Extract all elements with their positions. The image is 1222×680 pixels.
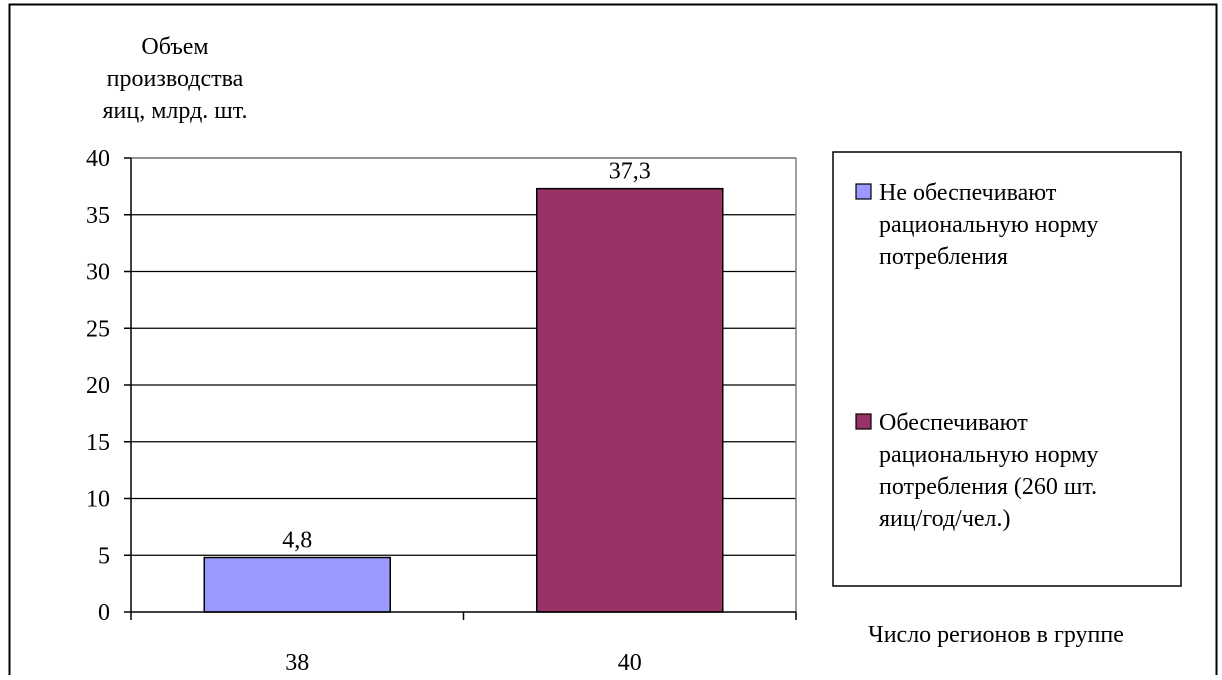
y-axis-title: Объем производства яиц, млрд. шт.	[103, 34, 248, 124]
chart-frame	[8, 3, 1218, 680]
legend-label-line: рациональную норму	[879, 442, 1098, 468]
y-axis-title-line: яиц, млрд. шт.	[103, 98, 248, 124]
legend-label-line: Обеспечивают	[879, 410, 1028, 436]
y-tick-labels: 0 5 10 15 20 25 30 35 40	[86, 146, 110, 626]
legend-label-line: потребления (260 шт.	[879, 474, 1097, 500]
x-tick-labels: 38 40	[285, 650, 642, 676]
x-tick-label: 38	[285, 650, 309, 675]
data-label: 4,8	[282, 528, 312, 554]
bar	[203, 556, 391, 613]
bars	[203, 187, 724, 613]
legend-swatch	[855, 413, 872, 430]
axes	[124, 157, 797, 620]
legend-label-line: Не обеспечивают	[879, 180, 1057, 206]
data-labels: 4,8 37,3	[282, 159, 651, 554]
legend-box	[832, 151, 1182, 587]
legend: Не обеспечивают рациональную норму потребл…	[832, 151, 1182, 587]
legend-label-line: яиц/год/чел.)	[879, 506, 1011, 532]
bar	[536, 187, 724, 613]
y-tick-label: 15	[86, 430, 110, 456]
legend-label-line: рациональную норму	[879, 212, 1098, 238]
plot-area-border	[131, 157, 797, 612]
y-tick-label: 25	[86, 316, 110, 342]
y-tick-label: 5	[98, 543, 110, 569]
y-tick-label: 20	[86, 373, 110, 399]
y-tick-label: 30	[86, 260, 110, 286]
legend-swatch	[855, 183, 872, 200]
x-tick-label: 40	[618, 650, 642, 675]
y-axis-title-line: производства	[107, 66, 244, 92]
data-label: 37,3	[609, 159, 651, 185]
x-axis-title: Число регионов в группе	[868, 622, 1124, 648]
y-tick-label: 10	[86, 487, 110, 513]
y-tick-label: 35	[86, 203, 110, 229]
legend-label-line: потребления	[879, 244, 1008, 270]
y-tick-label: 0	[98, 600, 110, 626]
y-axis-title-line: Объем	[141, 34, 208, 60]
y-tick-label: 40	[86, 146, 110, 172]
